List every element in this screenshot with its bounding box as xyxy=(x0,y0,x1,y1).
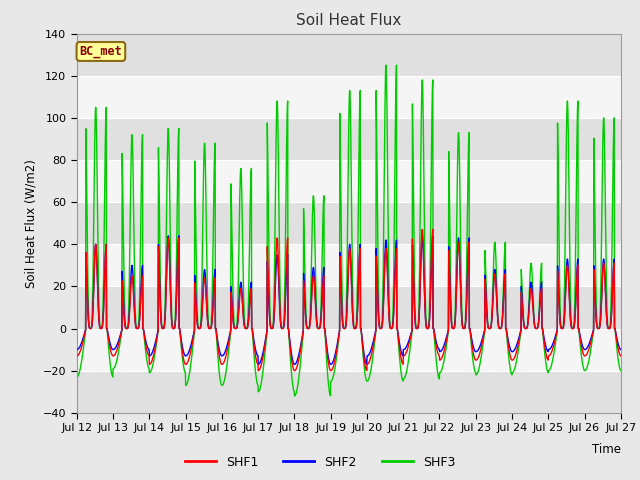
Text: BC_met: BC_met xyxy=(79,45,122,58)
Bar xyxy=(77,202,621,244)
Bar xyxy=(77,371,621,413)
Title: Soil Heat Flux: Soil Heat Flux xyxy=(296,13,401,28)
Legend: SHF1, SHF2, SHF3: SHF1, SHF2, SHF3 xyxy=(180,451,460,474)
X-axis label: Time: Time xyxy=(592,443,621,456)
Bar xyxy=(77,244,621,287)
Bar xyxy=(77,76,621,118)
Bar xyxy=(77,160,621,202)
Y-axis label: Soil Heat Flux (W/m2): Soil Heat Flux (W/m2) xyxy=(24,159,37,288)
Bar xyxy=(77,328,621,371)
Bar xyxy=(77,118,621,160)
Bar xyxy=(77,34,621,76)
Bar xyxy=(77,287,621,328)
